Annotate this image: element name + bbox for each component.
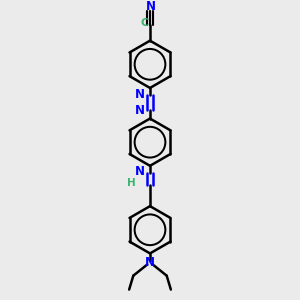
Text: C: C — [141, 18, 149, 28]
Text: N: N — [135, 165, 145, 178]
Text: N: N — [134, 104, 144, 117]
Text: N: N — [146, 0, 156, 13]
Text: N: N — [134, 88, 144, 101]
Text: N: N — [145, 256, 155, 269]
Text: H: H — [127, 178, 136, 188]
